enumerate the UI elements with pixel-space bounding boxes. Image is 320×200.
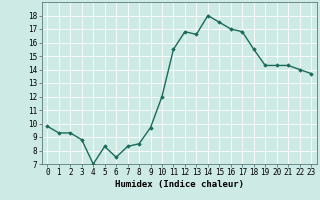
X-axis label: Humidex (Indice chaleur): Humidex (Indice chaleur) bbox=[115, 180, 244, 189]
